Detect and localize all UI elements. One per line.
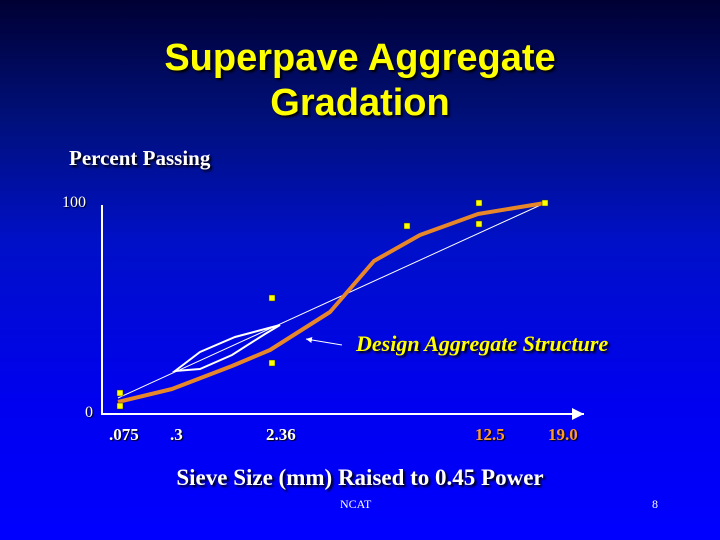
control-point — [116, 402, 124, 410]
title-line-2: Gradation — [270, 82, 450, 124]
control-point — [475, 199, 483, 207]
y-axis-label: Percent Passing — [69, 146, 211, 170]
control-point — [541, 199, 549, 207]
annotation-arrow — [305, 337, 343, 346]
design-aggregate-annotation: Design Aggregate Structure — [356, 331, 609, 356]
slide-title: Superpave Aggregate Gradation — [0, 36, 720, 126]
control-point — [116, 389, 124, 397]
footer-ncat: NCAT — [340, 497, 372, 511]
x-tick-2.36: 2.36 — [266, 425, 296, 444]
page-number: 8 — [652, 497, 658, 511]
title-line-1: Superpave Aggregate — [164, 37, 556, 79]
control-point — [268, 294, 276, 302]
x-tick-12.5: 12.5 — [475, 425, 505, 444]
max-density-line — [117, 202, 546, 399]
restricted-zone — [171, 324, 281, 373]
control-points — [116, 199, 549, 410]
control-point — [403, 222, 411, 230]
y-tick-100: 100 — [62, 194, 86, 211]
y-tick-0: 0 — [85, 404, 93, 421]
x-tick-075: .075 — [109, 425, 139, 444]
design-aggregate-curve — [117, 201, 546, 404]
control-point — [268, 359, 276, 367]
control-point — [475, 220, 483, 228]
x-tick-19.0: 19.0 — [548, 425, 578, 444]
x-axis-label: Sieve Size (mm) Raised to 0.45 Power — [176, 465, 544, 490]
x-tick-0.3: .3 — [170, 425, 183, 444]
